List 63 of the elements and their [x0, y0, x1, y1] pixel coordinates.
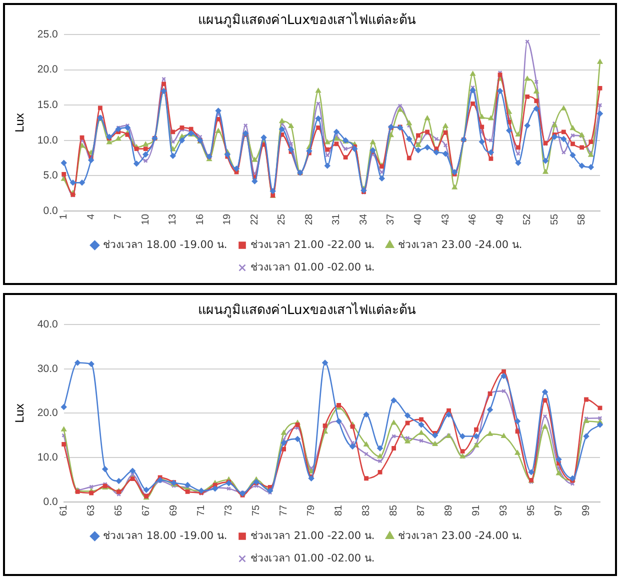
- x-tick-label: 37: [386, 213, 397, 225]
- x-tick-label: 95: [526, 504, 538, 516]
- x-tick-label: 67: [141, 504, 152, 516]
- x-tick-label: 7: [113, 213, 124, 220]
- x-tick-label: 63: [86, 504, 98, 516]
- x-tick-label: 52: [522, 213, 534, 225]
- y-tick-label: 10.0: [37, 134, 58, 146]
- chart-title: แผนภูมิแสดงค่าLuxของเสาไฟแต่ละต้น: [198, 12, 416, 28]
- x-tick-label: 13: [168, 213, 179, 225]
- y-axis-title: Lux: [12, 113, 27, 132]
- x-tick-label: 58: [576, 213, 588, 225]
- legend-label: ช่วงเวลา 23.00 -24.00 น.: [398, 238, 522, 251]
- x-tick-label: 93: [498, 504, 510, 516]
- x-tick-label: 61: [58, 504, 70, 516]
- legend-label: ช่วงเวลา 23.00 -24.00 น.: [398, 530, 522, 542]
- legend-label: ช่วงเวลา 21.00 -22.00 น.: [250, 238, 375, 251]
- x-tick-label: 55: [549, 213, 560, 225]
- x-tick-label: 75: [251, 504, 262, 516]
- x-tick-label: 69: [168, 504, 180, 516]
- x-tick-label: 31: [331, 213, 342, 225]
- chart-title: แผนภูมิแสดงค่าLuxของเสาไฟแต่ละต้น: [198, 302, 416, 318]
- legend-label: ช่วงเวลา 01.00 -02.00 น.: [250, 552, 375, 564]
- y-tick-label: 40.0: [37, 318, 58, 330]
- legend-label: ช่วงเวลา 18.00 -19.00 น.: [102, 238, 228, 251]
- x-tick-label: 89: [444, 504, 455, 516]
- x-tick-label: 87: [416, 504, 428, 516]
- y-tick-label: 0.0: [43, 496, 58, 508]
- y-axis-title: Lux: [12, 404, 27, 423]
- y-tick-label: 10.0: [37, 451, 58, 464]
- x-tick-label: 65: [114, 504, 125, 516]
- x-tick-label: 19: [222, 213, 234, 225]
- x-tick-label: 25: [276, 213, 288, 225]
- x-tick-label: 81: [334, 504, 345, 516]
- x-tick-label: 40: [413, 213, 424, 225]
- x-tick-label: 49: [494, 213, 506, 225]
- legend-label: ช่วงเวลา 01.00 -02.00 น.: [250, 261, 375, 274]
- x-tick-label: 16: [194, 213, 206, 225]
- y-tick-label: 30.0: [37, 362, 58, 375]
- x-tick-label: 91: [471, 504, 482, 516]
- legend-label: ช่วงเวลา 21.00 -22.00 น.: [250, 530, 375, 542]
- x-tick-label: 1: [58, 213, 70, 220]
- x-tick-label: 10: [140, 213, 152, 225]
- x-tick-label: 97: [554, 504, 565, 516]
- x-tick-label: 85: [388, 504, 400, 516]
- legend-label: ช่วงเวลา 18.00 -19.00 น.: [102, 530, 228, 542]
- y-tick-label: 20.0: [37, 407, 58, 420]
- y-tick-label: 5.0: [43, 170, 58, 182]
- x-tick-label: 4: [86, 213, 97, 220]
- x-tick-label: 34: [358, 213, 370, 225]
- x-tick-label: 73: [224, 504, 235, 516]
- x-tick-label: 71: [196, 504, 208, 516]
- x-tick-label: 46: [468, 213, 479, 225]
- x-tick-label: 99: [581, 504, 592, 516]
- y-tick-label: 15.0: [37, 99, 58, 111]
- x-tick-label: 79: [306, 504, 318, 516]
- x-tick-label: 22: [249, 213, 260, 225]
- y-tick-label: 25.0: [37, 28, 58, 40]
- y-tick-label: 20.0: [37, 64, 58, 76]
- y-tick-label: 0.0: [43, 204, 58, 217]
- x-tick-label: 83: [361, 504, 372, 516]
- x-tick-label: 43: [440, 213, 452, 225]
- x-tick-label: 28: [304, 213, 315, 225]
- x-tick-label: 77: [278, 504, 290, 516]
